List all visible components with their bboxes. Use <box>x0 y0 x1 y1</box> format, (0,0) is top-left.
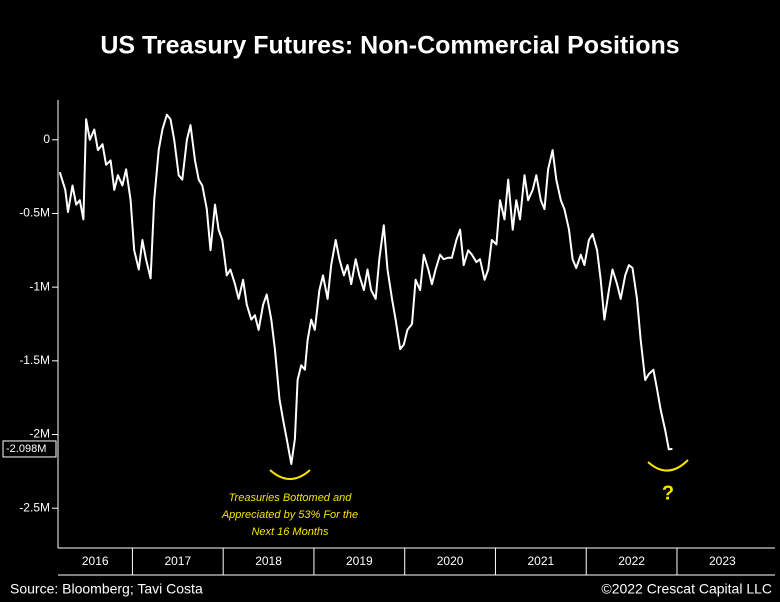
y-tick-label: -0.5M <box>19 206 50 220</box>
x-tick-label: 2017 <box>164 554 191 568</box>
x-tick-label: 2021 <box>527 554 554 568</box>
question-mark: ? <box>662 482 674 504</box>
annotation: Appreciated by 53% For the <box>221 509 358 521</box>
annotation: Next 16 Months <box>251 526 329 538</box>
x-tick-label: 2023 <box>709 554 736 568</box>
source: Source: Bloomberg; Tavi Costa <box>10 581 203 597</box>
x-tick-label: 2022 <box>618 554 645 568</box>
y-tick-label: -1M <box>29 279 50 293</box>
y-tick-label: -2.5M <box>19 500 50 514</box>
x-tick-label: 2018 <box>255 554 282 568</box>
series-line <box>58 113 673 465</box>
chart-title: US Treasury Futures: Non-Commercial Posi… <box>100 32 679 60</box>
credit: ©2022 Crescat Capital LLC <box>601 581 772 597</box>
last-value-box <box>2 440 57 458</box>
y-tick-label: 0 <box>43 132 50 146</box>
x-tick-label: 2019 <box>346 554 373 568</box>
y-tick-label: -2M <box>29 427 50 441</box>
annotation: Treasuries Bottomed and <box>229 492 353 504</box>
current-arc <box>647 459 689 472</box>
y-tick-label: -1.5M <box>19 353 50 367</box>
x-tick-label: 2020 <box>437 554 464 568</box>
last-value-label: -2.098M <box>6 443 46 455</box>
x-tick-label: 2016 <box>82 554 109 568</box>
bottom-arc <box>269 469 311 480</box>
